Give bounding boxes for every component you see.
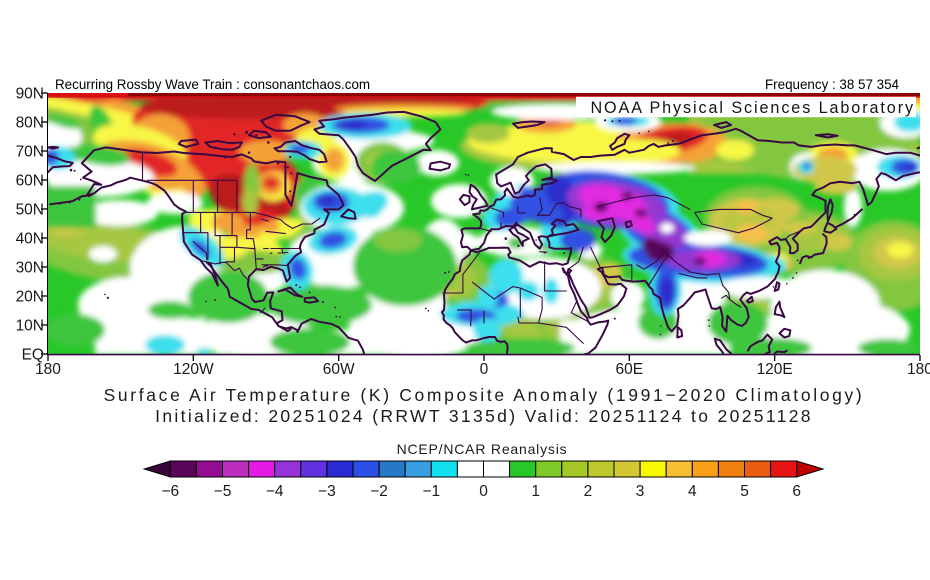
svg-text:0: 0 [480,361,489,378]
svg-text:NOAA Physical Sciences Laborat: NOAA Physical Sciences Laboratory [590,99,915,117]
svg-text:Surface Air Temperature (K) Co: Surface Air Temperature (K) Composite An… [104,385,865,405]
svg-text:NCEP/NCAR Reanalysis: NCEP/NCAR Reanalysis [397,441,568,457]
svg-text:−3: −3 [318,483,336,500]
svg-text:Frequency : 38 57 354: Frequency : 38 57 354 [765,77,900,92]
svg-text:−5: −5 [214,483,232,500]
svg-text:40N: 40N [16,231,44,248]
svg-text:−4: −4 [266,483,284,500]
svg-text:2: 2 [584,483,593,500]
svg-text:1: 1 [531,483,540,500]
svg-text:3: 3 [636,483,645,500]
svg-text:4: 4 [688,483,697,500]
svg-text:90N: 90N [16,86,44,103]
svg-text:10N: 10N [16,318,44,335]
svg-text:120W: 120W [173,361,214,378]
svg-text:80N: 80N [16,115,44,132]
svg-text:30N: 30N [16,260,44,277]
svg-text:60E: 60E [616,361,644,378]
svg-text:EQ: EQ [22,347,44,364]
svg-text:−2: −2 [370,483,388,500]
svg-text:20N: 20N [16,289,44,306]
svg-text:180: 180 [35,361,61,378]
svg-text:Initialized: 20251024 (RRWT 31: Initialized: 20251024 (RRWT 3135d) Valid… [155,406,813,426]
svg-text:−6: −6 [161,483,179,500]
svg-text:60W: 60W [323,361,355,378]
svg-text:5: 5 [740,483,749,500]
svg-text:Recurring Rossby Wave Train :: Recurring Rossby Wave Train : consonantc… [55,77,370,92]
svg-text:60N: 60N [16,173,44,190]
svg-text:0: 0 [479,483,488,500]
svg-text:6: 6 [792,483,801,500]
svg-text:−1: −1 [422,483,440,500]
svg-text:50N: 50N [16,202,44,219]
svg-text:120E: 120E [757,361,793,378]
svg-text:70N: 70N [16,144,44,161]
svg-text:180: 180 [907,361,930,378]
